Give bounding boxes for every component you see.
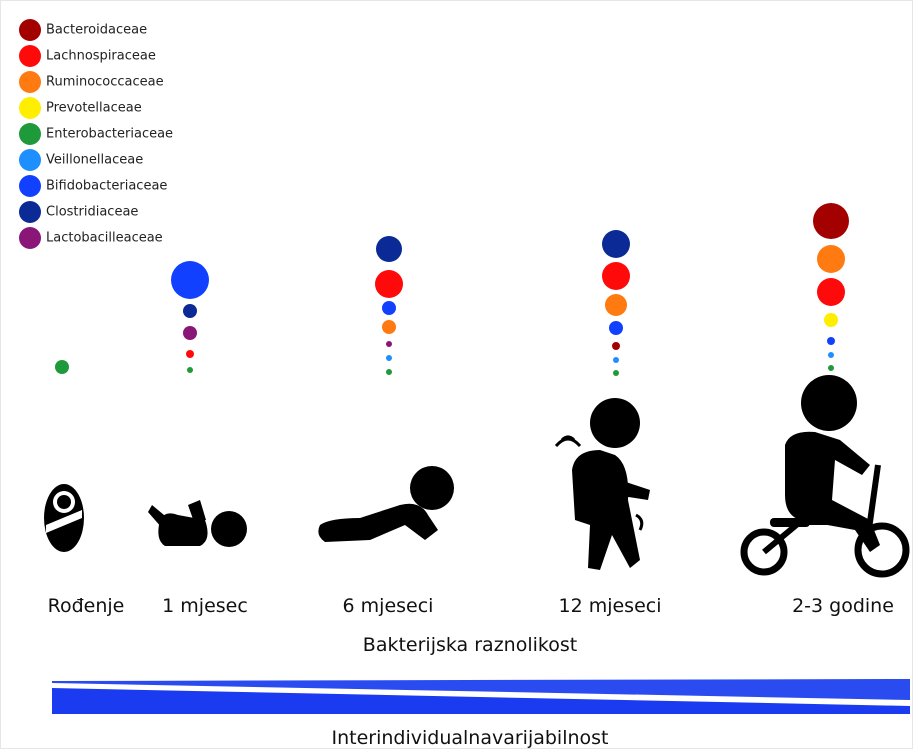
stage-label: 6 mjeseci	[343, 595, 434, 617]
legend-label: Ruminococcaceae	[46, 75, 164, 90]
abundance-dot	[813, 203, 849, 239]
abundance-dot	[612, 342, 620, 350]
gradient-wedges	[52, 679, 910, 714]
abundance-dot	[602, 230, 630, 258]
legend-swatch	[19, 97, 41, 119]
stage-label: 12 mjeseci	[558, 595, 661, 617]
legend-label: Bacteroidaceae	[46, 23, 147, 38]
abundance-dot	[828, 352, 834, 358]
abundance-dot	[375, 270, 403, 298]
legend-label: Bifidobacteriaceae	[46, 179, 167, 194]
newborn-icon	[44, 484, 84, 552]
abundance-dot	[183, 326, 197, 340]
legend-label: Lactobacilleaceae	[46, 231, 163, 246]
stage-label: 2-3 godine	[792, 595, 894, 617]
abundance-dot	[376, 236, 402, 262]
abundance-dot	[386, 341, 392, 347]
toddler-icon	[554, 398, 650, 570]
abundance-dot	[186, 350, 194, 358]
tricycle-icon	[740, 375, 910, 578]
infant-icon	[148, 500, 247, 547]
abundance-dot	[382, 301, 396, 315]
icons	[44, 375, 910, 578]
abundance-dot	[187, 367, 193, 373]
abundance-dot	[382, 320, 396, 334]
abundance-dot	[605, 294, 627, 316]
abundance-dot	[817, 278, 845, 306]
legend-swatch	[19, 227, 41, 249]
crawling-icon	[318, 466, 454, 542]
abundance-dot	[386, 355, 392, 361]
abundance-dot	[171, 261, 209, 299]
abundance-dots	[55, 203, 849, 376]
abundance-dot	[183, 304, 197, 318]
stage-label: 1 mjesec	[162, 595, 248, 617]
diversity-label: Bakterijska raznolikost	[363, 634, 577, 656]
legend-label: Prevotellaceae	[46, 101, 142, 116]
stage-labels: Rođenje 1 mjesec 6 mjeseci 12 mjeseci 2-…	[48, 595, 894, 617]
legend-swatch	[19, 149, 41, 171]
legend-swatch	[19, 123, 41, 145]
variability-label: Interindividualnavarijabilnost	[331, 727, 608, 749]
legend-label: Enterobacteriaceae	[46, 127, 173, 142]
legend-label: Veillonellaceae	[46, 153, 143, 168]
legend-swatch	[19, 201, 41, 223]
abundance-dot	[613, 370, 619, 376]
abundance-dot	[828, 365, 834, 371]
legend-swatch	[19, 45, 41, 67]
abundance-dot	[602, 262, 630, 290]
legend-label: Clostridiaceae	[46, 205, 138, 220]
legend-swatch	[19, 175, 41, 197]
legend: Bacteroidaceae Lachnospiraceae Ruminococca…	[19, 19, 173, 249]
abundance-dot	[55, 360, 69, 374]
abundance-dot	[609, 321, 623, 335]
stage-label: Rođenje	[48, 595, 125, 617]
abundance-dot	[824, 313, 838, 327]
legend-swatch	[19, 71, 41, 93]
abundance-dot	[817, 245, 845, 273]
abundance-dot	[386, 369, 392, 375]
abundance-dot	[827, 337, 835, 345]
abundance-dot	[613, 357, 619, 363]
legend-swatch	[19, 19, 41, 41]
legend-label: Lachnospiraceae	[46, 49, 156, 64]
